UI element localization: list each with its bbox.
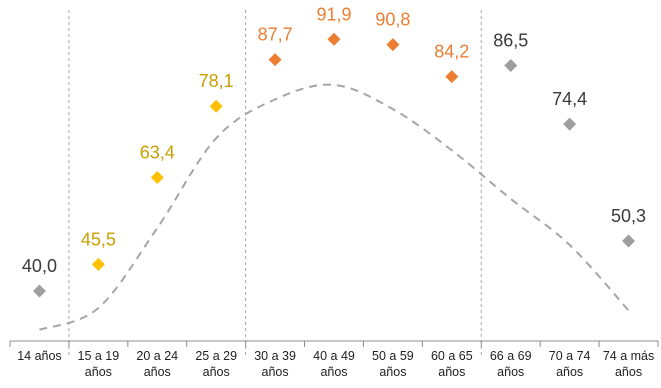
point-74-a-mas-anos — [622, 234, 636, 248]
point-66-a-69-anos — [504, 58, 518, 72]
data-label-20-a-24-anos: 63,4 — [140, 143, 175, 163]
x-label-60-a-65-anos: 60 a 65 años — [431, 349, 473, 379]
x-label-20-a-24-anos: 20 a 24 años — [136, 349, 178, 379]
x-label-25-a-29-anos: 25 a 29 años — [195, 349, 237, 379]
point-40-a-49-anos — [327, 32, 341, 46]
point-25-a-29-anos — [209, 99, 223, 113]
data-label-66-a-69-anos: 86,5 — [493, 30, 528, 50]
data-label-74-a-mas-anos: 50,3 — [611, 206, 646, 226]
x-label-66-a-69-anos: 66 a 69 años — [490, 349, 532, 379]
x-axis-labels: 14 años 15 a 19 años 20 a 24 años 25 a 29 años… — [17, 349, 654, 379]
x-label-14-anos: 14 años — [17, 349, 61, 363]
point-50-a-59-anos — [386, 38, 400, 52]
data-label-15-a-19-anos: 45,5 — [81, 229, 116, 249]
data-points — [32, 32, 636, 298]
data-label-50-a-59-anos: 90,8 — [375, 10, 410, 30]
point-60-a-65-anos — [445, 70, 459, 84]
point-70-a-74-anos — [563, 117, 577, 131]
x-label-50-a-59-anos: 50 a 59 años — [372, 349, 414, 379]
x-label-15-a-19-anos: 15 a 19 años — [78, 349, 120, 379]
data-label-60-a-65-anos: 84,2 — [434, 42, 469, 62]
x-label-70-a-74-anos: 70 a 74 años — [549, 349, 591, 379]
group-separators — [68, 10, 482, 356]
data-label-14-anos: 40,0 — [22, 256, 57, 276]
data-labels: 40,0 86,5 74,4 50,3 45,5 63,4 78,1 87,7 91,9 90,8… — [22, 4, 646, 276]
data-label-25-a-29-anos: 78,1 — [199, 71, 234, 91]
trend-line — [39, 83, 630, 331]
x-label-40-a-49-anos: 40 a 49 años — [313, 349, 355, 379]
point-30-a-39-anos — [268, 53, 282, 67]
point-20-a-24-anos — [150, 171, 164, 185]
data-label-70-a-74-anos: 74,4 — [552, 89, 587, 109]
x-label-30-a-39-anos: 30 a 39 años — [254, 349, 296, 379]
x-label-74-a-mas-anos: 74 a más años — [603, 349, 654, 379]
x-axis-ticks — [9, 341, 659, 347]
data-label-30-a-39-anos: 87,7 — [258, 25, 293, 45]
point-14-anos — [32, 284, 46, 298]
point-15-a-19-anos — [91, 257, 105, 271]
data-label-40-a-49-anos: 91,9 — [316, 4, 351, 24]
